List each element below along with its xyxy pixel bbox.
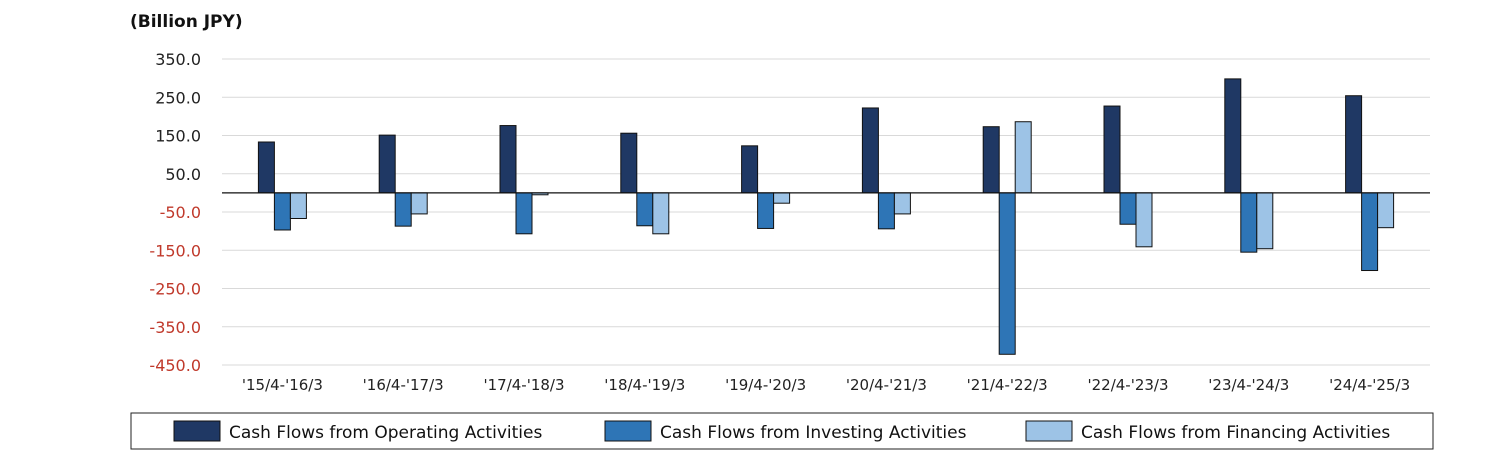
x-tick-label: '24/4-'25/3 (1329, 376, 1410, 394)
legend: Cash Flows from Operating Activities Cash… (130, 412, 1434, 450)
bar-cash-flows-from-financing-activities (410, 192, 428, 215)
legend-swatch (1025, 420, 1073, 442)
bar-cash-flows-from-investing-activities (1119, 192, 1137, 225)
bar-cash-flows-from-investing-activities (877, 192, 895, 230)
bar-cash-flows-from-operating-activities (861, 107, 879, 194)
bar-cash-flows-from-operating-activities (620, 132, 638, 194)
unit-label: (Billion JPY) (130, 12, 243, 32)
y-tick-label: -50.0 (160, 203, 201, 222)
y-tick-label: -450.0 (149, 356, 201, 375)
bar-cash-flows-from-financing-activities (893, 192, 911, 215)
x-tick-label: '17/4-'18/3 (483, 376, 564, 394)
x-tick-label: '22/4-'23/3 (1087, 376, 1168, 394)
bar-cash-flows-from-financing-activities (1014, 121, 1032, 194)
x-tick-label: '15/4-'16/3 (242, 376, 323, 394)
legend-swatch (604, 420, 652, 442)
y-tick-label: 150.0 (155, 127, 201, 146)
bar-cash-flows-from-investing-activities (1361, 192, 1379, 272)
x-tick-label: '18/4-'19/3 (604, 376, 685, 394)
bar-cash-flows-from-operating-activities (257, 141, 275, 194)
y-axis-ticks: 350.0 250.0 150.0 50.0 -50.0 -150.0 -250.0 -350… (149, 50, 201, 375)
legend-swatch (173, 420, 221, 442)
bar-cash-flows-from-financing-activities (289, 192, 307, 220)
bar-cash-flows-from-operating-activities (1224, 78, 1242, 194)
legend-label: Cash Flows from Operating Activities (229, 423, 542, 443)
y-tick-label: -350.0 (149, 318, 201, 337)
y-tick-label: -250.0 (149, 280, 201, 299)
bar-cash-flows-from-operating-activities (499, 125, 517, 194)
legend-label: Cash Flows from Financing Activities (1081, 423, 1390, 443)
x-tick-label: '20/4-'21/3 (846, 376, 927, 394)
bar-cash-flows-from-financing-activities (652, 192, 670, 235)
bars (257, 78, 1395, 355)
bar-cash-flows-from-financing-activities (1377, 192, 1395, 229)
bar-cash-flows-from-investing-activities (998, 192, 1016, 355)
bar-cash-flows-from-financing-activities (1256, 192, 1274, 250)
legend-label: Cash Flows from Investing Activities (660, 423, 967, 443)
x-tick-label: '23/4-'24/3 (1208, 376, 1289, 394)
bar-cash-flows-from-investing-activities (636, 192, 654, 227)
bar-cash-flows-from-investing-activities (757, 192, 775, 229)
bar-cash-flows-from-operating-activities (1345, 95, 1363, 194)
x-tick-label: '19/4-'20/3 (725, 376, 806, 394)
bar-cash-flows-from-operating-activities (741, 145, 759, 194)
bar-cash-flows-from-investing-activities (1240, 192, 1258, 253)
legend-frame (130, 412, 1434, 450)
bar-cash-flows-from-financing-activities (1135, 192, 1153, 248)
bar-cash-flows-from-investing-activities (515, 192, 533, 235)
y-tick-label: 350.0 (155, 50, 201, 69)
bar-cash-flows-from-operating-activities (1103, 105, 1121, 194)
y-tick-label: 250.0 (155, 88, 201, 107)
bar-cash-flows-from-investing-activities (394, 192, 412, 227)
x-tick-label: '21/4-'22/3 (967, 376, 1048, 394)
bar-cash-flows-from-operating-activities (982, 126, 1000, 194)
bar-cash-flows-from-financing-activities (773, 192, 791, 204)
y-tick-label: 50.0 (165, 165, 201, 184)
bar-cash-flows-from-operating-activities (378, 134, 396, 194)
x-axis-labels: '15/4-'16/3 '16/4-'17/3 '17/4-'18/3 '18/4-'… (242, 376, 1410, 394)
bar-cash-flows-from-investing-activities (273, 192, 291, 231)
x-tick-label: '16/4-'17/3 (363, 376, 444, 394)
y-tick-label: -150.0 (149, 241, 201, 260)
